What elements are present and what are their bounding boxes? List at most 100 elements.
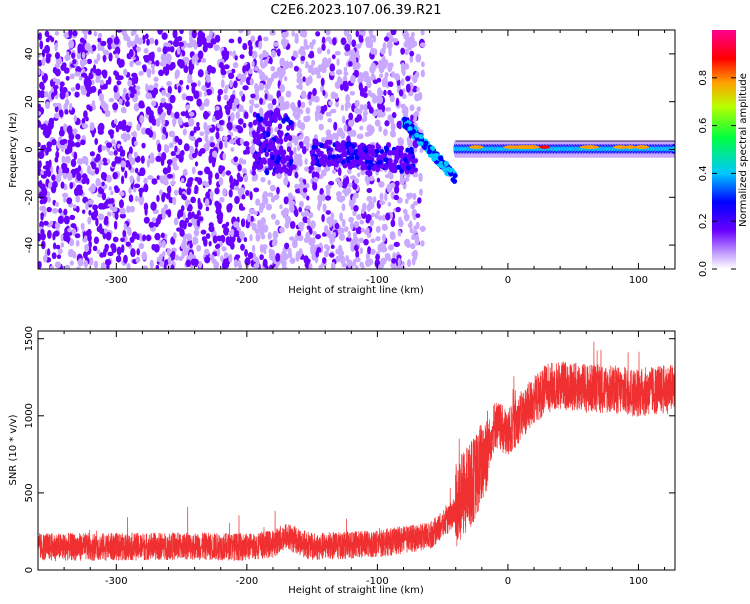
spectrogram-cell bbox=[233, 156, 239, 163]
spectrogram-cell bbox=[145, 106, 152, 115]
spectrogram-cell bbox=[341, 218, 346, 228]
spectrogram-cell bbox=[158, 69, 165, 77]
spectrogram-cell bbox=[197, 69, 204, 78]
spectrogram-xtick-label: 100 bbox=[629, 275, 648, 286]
spectrogram-cell bbox=[114, 53, 119, 59]
spectrogram-cell bbox=[182, 195, 187, 201]
spectrogram-cell bbox=[54, 51, 60, 60]
spectrogram-cell bbox=[183, 143, 190, 152]
spectrogram-cell bbox=[238, 30, 244, 34]
spectrogram-cell bbox=[148, 84, 154, 91]
spectrogram-cell bbox=[148, 115, 154, 122]
spectrogram-cell bbox=[194, 184, 199, 194]
spectrogram-cell bbox=[187, 203, 193, 212]
spectrogram-cell bbox=[273, 41, 279, 47]
spectrogram-cell bbox=[338, 180, 343, 188]
spectrogram-cell bbox=[419, 147, 424, 154]
spectrogram-cell bbox=[112, 171, 118, 180]
spectrogram-cell bbox=[144, 33, 149, 40]
spectrogram-cell bbox=[179, 30, 184, 35]
spectrogram-cell bbox=[225, 170, 232, 176]
spectrogram-cell bbox=[323, 250, 330, 258]
spectrogram-cell bbox=[145, 83, 149, 93]
spectrogram-cell bbox=[318, 112, 324, 121]
spectrogram-cell bbox=[625, 145, 636, 149]
spectrogram-cell bbox=[334, 140, 340, 147]
spectrogram-cell bbox=[65, 75, 70, 81]
spectrogram-cell bbox=[93, 236, 100, 245]
spectrogram-cell bbox=[354, 177, 360, 184]
spectrogram-cell bbox=[77, 45, 81, 54]
spectrogram-cell bbox=[325, 36, 332, 42]
spectrogram-cell bbox=[335, 248, 339, 255]
spectrogram-cell bbox=[107, 251, 114, 257]
spectrogram-cell bbox=[283, 176, 289, 186]
spectrogram-cell bbox=[331, 159, 337, 166]
spectrogram-cell bbox=[99, 79, 105, 86]
spectrogram-cell bbox=[321, 36, 326, 44]
spectrogram-cell bbox=[582, 145, 599, 149]
spectrogram-cell bbox=[146, 38, 150, 46]
spectrogram-cell bbox=[233, 258, 238, 268]
spectrogram-cell bbox=[387, 159, 393, 165]
spectrogram-cell bbox=[52, 102, 59, 108]
spectrogram-cell bbox=[322, 154, 328, 160]
spectrogram-cell bbox=[209, 141, 216, 148]
spectrogram-cell bbox=[400, 47, 405, 55]
spectrogram-cell bbox=[157, 30, 163, 35]
spectrogram-cell bbox=[334, 222, 340, 230]
spectrogram-cell bbox=[228, 189, 233, 198]
spectrogram-cell bbox=[365, 214, 372, 222]
spectrogram-cell bbox=[177, 209, 184, 218]
spectrogram-cell bbox=[288, 61, 294, 69]
spectrogram-cell bbox=[239, 138, 244, 145]
spectrogram-cell bbox=[249, 191, 253, 201]
spectrogram-cell bbox=[73, 151, 78, 161]
spectrogram-cell bbox=[90, 184, 96, 193]
spectrogram-cell bbox=[205, 191, 211, 200]
spectrogram-cell bbox=[136, 90, 141, 96]
spectrogram-cell bbox=[143, 177, 148, 185]
spectrogram-cell bbox=[387, 171, 393, 178]
spectrogram-cell bbox=[111, 206, 118, 213]
spectrogram-cell bbox=[345, 236, 352, 242]
spectrogram-cell bbox=[258, 82, 265, 91]
spectrogram-cell bbox=[38, 68, 41, 76]
spectrogram-cell bbox=[129, 236, 135, 243]
spectrogram-cell bbox=[412, 40, 418, 47]
spectrogram-cell bbox=[384, 164, 389, 170]
spectrogram-cell bbox=[194, 147, 198, 157]
spectrogram-cell bbox=[399, 159, 403, 165]
spectrogram-cell bbox=[198, 260, 203, 269]
spectrogram-cell bbox=[46, 127, 50, 136]
spectrogram-cell bbox=[383, 89, 387, 96]
spectrogram-cell bbox=[142, 64, 147, 73]
spectrogram-cell bbox=[161, 239, 166, 248]
spectrogram-cell bbox=[143, 183, 149, 193]
spectrogram-cell bbox=[183, 122, 190, 128]
spectrogram-cell bbox=[267, 179, 272, 186]
spectrogram-cell bbox=[185, 217, 189, 224]
snr-ytick-label: 0 bbox=[24, 567, 35, 573]
spectrogram-cell bbox=[90, 85, 97, 93]
spectrogram-cell bbox=[337, 157, 343, 163]
spectrogram-cell bbox=[96, 53, 101, 62]
spectrogram-cell bbox=[229, 79, 233, 88]
spectrogram-cell bbox=[249, 233, 253, 242]
spectrogram-cell bbox=[74, 233, 81, 239]
spectrogram-cell bbox=[238, 203, 244, 211]
spectrogram-cell bbox=[267, 192, 274, 197]
spectrogram-cell bbox=[283, 212, 288, 219]
spectrogram-cell bbox=[113, 90, 121, 101]
spectrogram-cell bbox=[394, 180, 400, 187]
spectrogram-cell bbox=[389, 129, 396, 138]
spectrogram-cell bbox=[85, 230, 90, 237]
spectrogram-cell bbox=[317, 194, 324, 202]
spectrogram-cell bbox=[315, 234, 322, 240]
spectrogram-cell bbox=[213, 260, 220, 269]
spectrogram-cell bbox=[375, 235, 381, 242]
spectrogram-cell bbox=[320, 137, 327, 144]
spectrogram-cell bbox=[66, 51, 70, 57]
spectrogram-cell bbox=[157, 105, 163, 115]
spectrogram-cell bbox=[410, 114, 414, 121]
